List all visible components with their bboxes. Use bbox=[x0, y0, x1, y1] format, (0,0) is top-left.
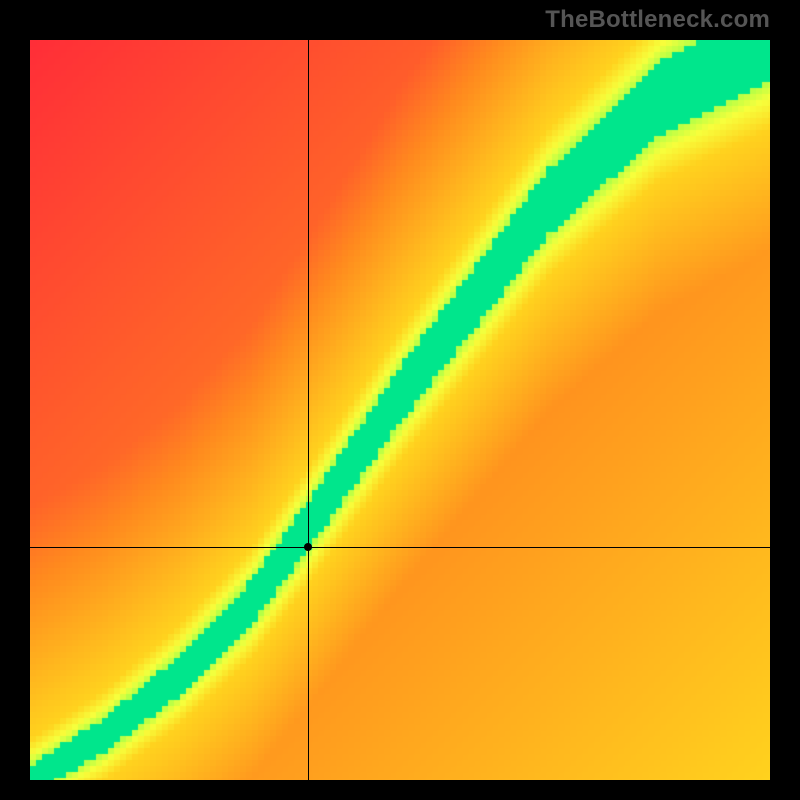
watermark-text: TheBottleneck.com bbox=[545, 6, 770, 34]
plot-area bbox=[30, 40, 770, 780]
crosshair-horizontal bbox=[30, 547, 770, 548]
heatmap-canvas bbox=[30, 40, 770, 780]
chart-frame: TheBottleneck.com bbox=[0, 0, 800, 800]
crosshair-vertical bbox=[308, 40, 309, 780]
crosshair-marker bbox=[304, 543, 312, 551]
